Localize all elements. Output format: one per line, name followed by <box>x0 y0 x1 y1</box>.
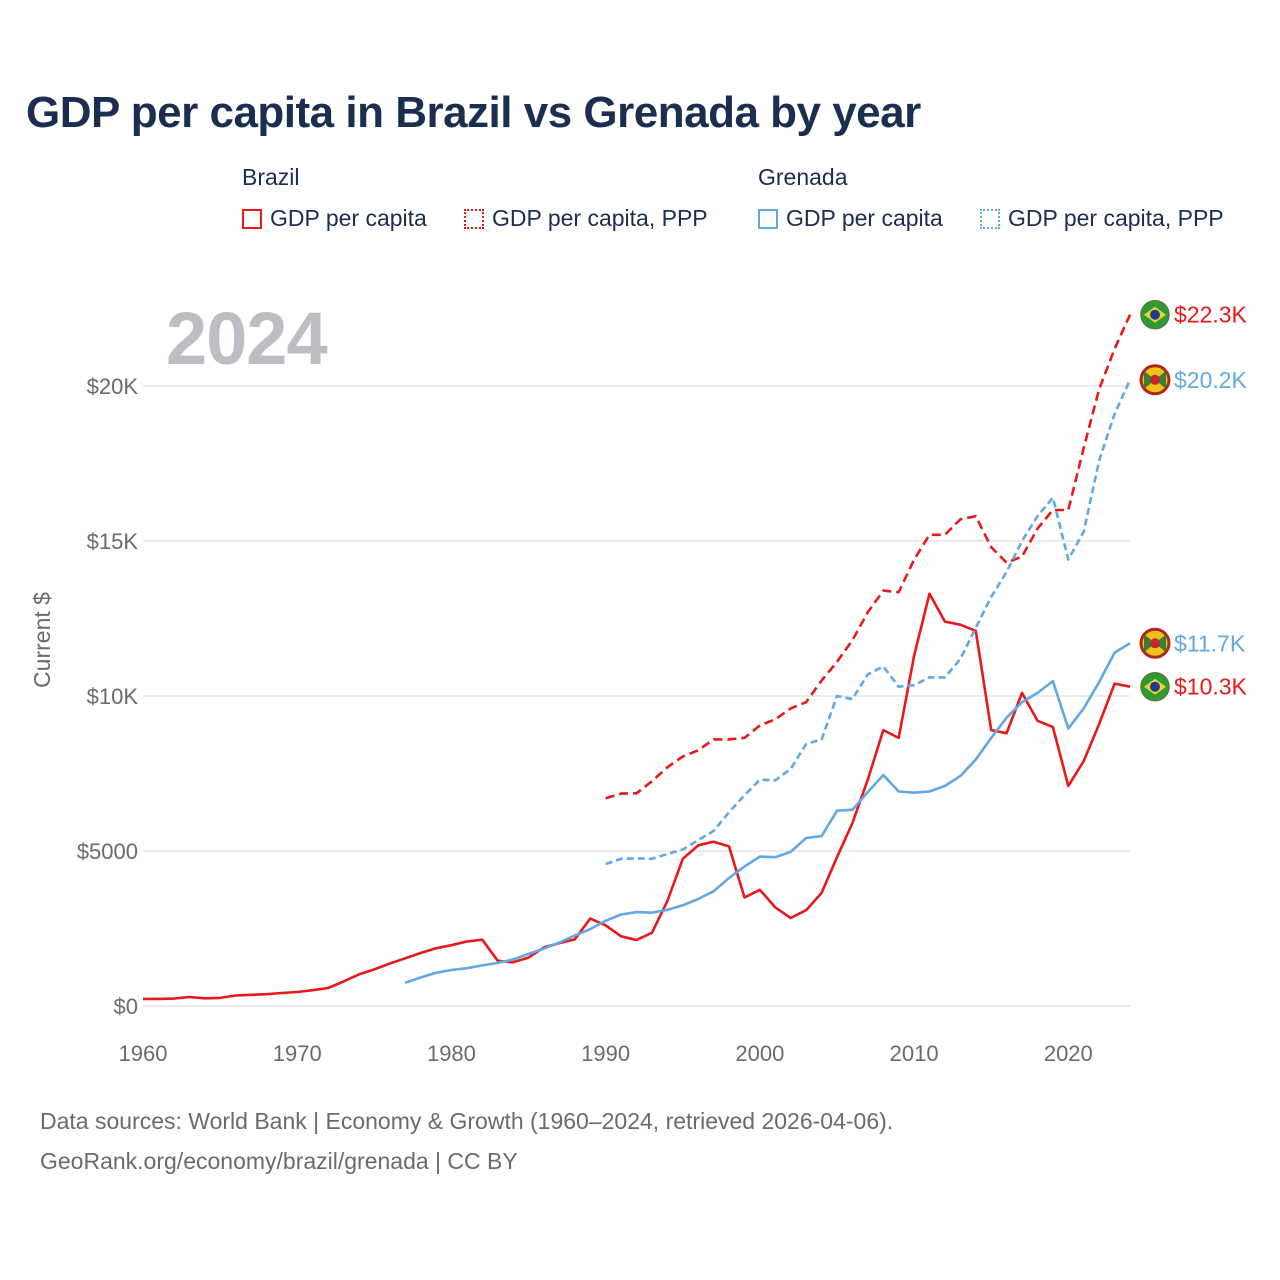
end-value-label: $10.3K <box>1174 674 1248 700</box>
y-axis-label: Current $ <box>29 592 55 688</box>
legend-brazil-gdp-ppp[interactable]: GDP per capita, PPP <box>464 205 708 232</box>
y-tick-label: $0 <box>114 994 138 1019</box>
y-tick-label: $5000 <box>77 839 138 864</box>
current-year-label: 2024 <box>166 297 328 380</box>
series-layer <box>143 314 1132 1001</box>
x-tick-label: 1980 <box>427 1041 476 1066</box>
y-tick-label: $10K <box>87 684 139 709</box>
end-label-layer: $10.3K $22.3K $11.7K $20.2K <box>1139 299 1248 702</box>
x-tick-label: 2010 <box>890 1041 939 1066</box>
footer-attribution: GeoRank.org/economy/brazil/grenada | CC … <box>40 1148 518 1174</box>
grenada-flag-icon <box>1139 364 1171 396</box>
y-tick-label: $20K <box>87 374 139 399</box>
x-tick-label: 2020 <box>1044 1041 1093 1066</box>
footer-sources: Data sources: World Bank | Economy & Gro… <box>40 1108 894 1134</box>
brazil-flag-icon <box>1140 299 1170 330</box>
x-tick-label: 1990 <box>581 1041 630 1066</box>
end-value-label: $22.3K <box>1174 302 1248 328</box>
legend-swatch-grenada-gdp <box>758 208 778 229</box>
legend-swatch-brazil-gdp <box>242 208 262 229</box>
legend-group-brazil: Brazil <box>242 164 300 190</box>
grid-layer <box>143 385 1130 1007</box>
legend-brazil-gdp[interactable]: GDP per capita <box>242 205 427 232</box>
chart-title: GDP per capita in Brazil vs Grenada by y… <box>26 88 921 137</box>
end-value-label: $11.7K <box>1174 630 1246 656</box>
grenada-flag-icon <box>1139 627 1171 659</box>
y-tick-label: $15K <box>87 529 139 554</box>
x-tick-label: 2000 <box>735 1041 784 1066</box>
series-line-3 <box>404 642 1131 985</box>
series-line-1 <box>143 592 1131 1001</box>
legend-swatch-brazil-gdp-ppp <box>464 208 484 229</box>
legend-group-grenada: Grenada <box>758 164 848 190</box>
series-line-2 <box>605 314 1132 800</box>
legend-swatch-grenada-gdp-ppp <box>980 208 1000 229</box>
axis-layer: $0 $5000 $10K $15K $20K 1960 1970 1980 1990 2000 2… <box>77 374 1093 1066</box>
series-line-4 <box>605 379 1132 866</box>
x-tick-label: 1970 <box>273 1041 322 1066</box>
legend-label-brazil-gdp-ppp: GDP per capita, PPP <box>492 205 708 231</box>
legend-grenada-gdp[interactable]: GDP per capita <box>758 205 943 232</box>
brazil-flag-icon <box>1140 671 1170 702</box>
x-tick-label: 1960 <box>119 1041 168 1066</box>
end-value-label: $20.2K <box>1174 367 1248 393</box>
legend-label-grenada-gdp: GDP per capita <box>786 205 943 231</box>
legend-label-brazil-gdp: GDP per capita <box>270 205 427 231</box>
legend-grenada-gdp-ppp[interactable]: GDP per capita, PPP <box>980 205 1224 232</box>
legend-label-grenada-gdp-ppp: GDP per capita, PPP <box>1008 205 1224 231</box>
